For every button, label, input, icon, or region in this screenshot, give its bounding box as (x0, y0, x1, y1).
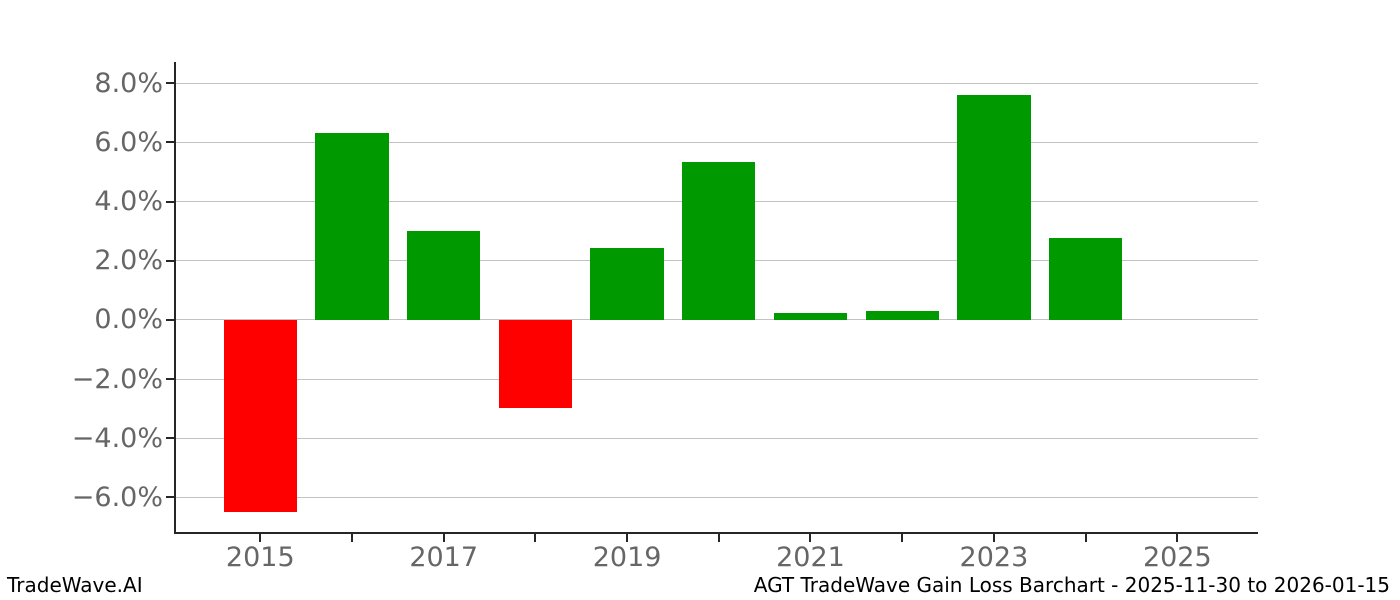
y-tick-6pct (166, 141, 175, 144)
y-tick--6pct (166, 496, 175, 499)
x-tick-2025 (1176, 534, 1179, 542)
bar-2020 (682, 161, 756, 320)
x-tick-2018 (534, 534, 537, 542)
gridline-0pct (175, 319, 1258, 321)
y-tick-0pct (166, 318, 175, 321)
y-tick--4pct (166, 437, 175, 440)
bar-2018 (498, 319, 573, 409)
x-axis-spine (174, 532, 1258, 534)
gridline--6pct (175, 496, 1258, 498)
bar-2022 (865, 310, 939, 320)
x-tick-2017 (442, 534, 445, 542)
plot-area: 8.0% 6.0% 4.0% 2.0% 0.0% −2.0% −4.0% −6.0% 2015… (72, 62, 1258, 571)
gridline-8pct (175, 82, 1258, 84)
bar-2021 (773, 312, 848, 320)
y-tick-label--4pct: −4.0% (71, 422, 163, 454)
x-tick-2021 (809, 534, 812, 542)
bar-2015 (223, 319, 297, 512)
x-tick-label-2023: 2023 (959, 542, 1029, 573)
x-tick-2023 (992, 534, 995, 542)
x-tick-label-2019: 2019 (592, 542, 662, 573)
gridline-6pct (175, 141, 1258, 143)
x-tick-label-2021: 2021 (776, 542, 845, 573)
x-tick-label-2017: 2017 (409, 542, 479, 573)
bar-2017 (407, 230, 481, 320)
gridline--4pct (175, 437, 1258, 439)
x-tick-2016 (350, 534, 353, 542)
x-tick-label-2015: 2015 (225, 542, 295, 573)
y-tick-label--6pct: −6.0% (71, 481, 163, 513)
y-tick-4pct (166, 200, 175, 203)
x-tick-2015 (259, 534, 262, 542)
chart-caption: AGT TradeWave Gain Loss Barchart - 2025-… (753, 573, 1390, 597)
bar-2023 (957, 94, 1031, 320)
bar-2016 (315, 133, 389, 320)
bar-2019 (590, 248, 664, 320)
y-tick-2pct (166, 259, 175, 262)
y-axis-spine (174, 62, 176, 533)
x-tick-2019 (626, 534, 629, 542)
y-tick-label-2pct: 2.0% (94, 245, 163, 277)
x-tick-2024 (1084, 534, 1087, 542)
watermark-text: TradeWave.AI (7, 573, 143, 597)
y-tick-label-8pct: 8.0% (94, 67, 163, 99)
x-tick-2022 (901, 534, 904, 542)
y-tick-label-4pct: 4.0% (94, 186, 163, 218)
y-tick-label--2pct: −2.0% (71, 363, 163, 395)
y-tick-label-6pct: 6.0% (94, 126, 163, 158)
x-tick-2020 (717, 534, 720, 542)
x-tick-label-2025: 2025 (1142, 542, 1212, 573)
bar-2024 (1048, 238, 1123, 320)
y-tick-label-0pct: 0.0% (94, 304, 163, 336)
gridline--2pct (175, 378, 1258, 380)
y-tick--2pct (166, 378, 175, 381)
y-tick-8pct (166, 82, 175, 85)
